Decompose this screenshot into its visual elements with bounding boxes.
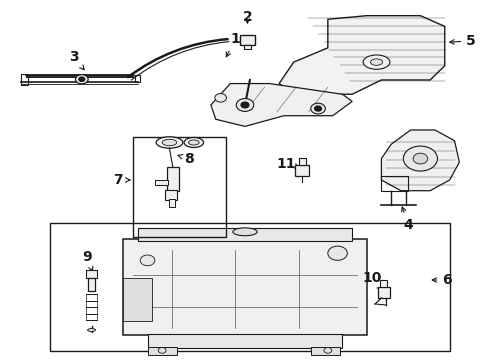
Text: 7: 7	[114, 173, 130, 187]
Polygon shape	[381, 130, 460, 191]
Polygon shape	[279, 16, 445, 94]
Bar	[123, 278, 152, 321]
Bar	[88, 278, 96, 291]
Circle shape	[241, 102, 249, 108]
Text: 3: 3	[69, 50, 84, 70]
Circle shape	[236, 99, 254, 111]
Bar	[123, 239, 367, 336]
Bar	[138, 228, 352, 241]
Bar	[378, 287, 390, 298]
Bar	[133, 137, 225, 237]
Bar	[21, 74, 28, 85]
Ellipse shape	[88, 329, 96, 332]
Text: 5: 5	[450, 34, 476, 48]
Bar	[298, 158, 306, 165]
Text: 8: 8	[178, 152, 194, 166]
Text: 9: 9	[82, 250, 93, 271]
Bar	[240, 35, 255, 45]
Bar	[86, 270, 98, 278]
Bar	[155, 180, 168, 185]
Text: 10: 10	[362, 271, 382, 290]
Ellipse shape	[156, 137, 183, 148]
Bar	[147, 347, 177, 355]
Bar	[380, 280, 387, 287]
Circle shape	[158, 347, 166, 353]
Circle shape	[140, 255, 155, 266]
Bar	[381, 176, 408, 191]
Polygon shape	[211, 84, 352, 126]
Circle shape	[403, 146, 438, 171]
Ellipse shape	[162, 139, 177, 146]
Bar	[147, 334, 343, 348]
Bar	[50, 223, 450, 351]
Bar	[295, 165, 309, 176]
Text: 2: 2	[243, 10, 252, 24]
Bar	[135, 75, 140, 82]
Ellipse shape	[189, 140, 199, 145]
Circle shape	[328, 246, 347, 260]
Circle shape	[413, 153, 428, 164]
Text: 1: 1	[226, 32, 240, 57]
Bar	[170, 199, 175, 207]
Text: 4: 4	[401, 207, 413, 231]
Ellipse shape	[363, 55, 390, 69]
Text: 11: 11	[277, 157, 299, 171]
Ellipse shape	[370, 59, 383, 65]
Circle shape	[311, 103, 325, 114]
Ellipse shape	[184, 138, 203, 148]
Circle shape	[324, 347, 332, 353]
Circle shape	[79, 77, 85, 81]
Bar	[244, 45, 251, 49]
Bar	[311, 347, 340, 355]
Circle shape	[215, 94, 226, 102]
Circle shape	[315, 106, 321, 111]
Ellipse shape	[233, 228, 257, 236]
Bar	[167, 167, 179, 191]
Text: 6: 6	[432, 273, 452, 287]
Bar	[165, 190, 177, 200]
Circle shape	[75, 75, 88, 84]
